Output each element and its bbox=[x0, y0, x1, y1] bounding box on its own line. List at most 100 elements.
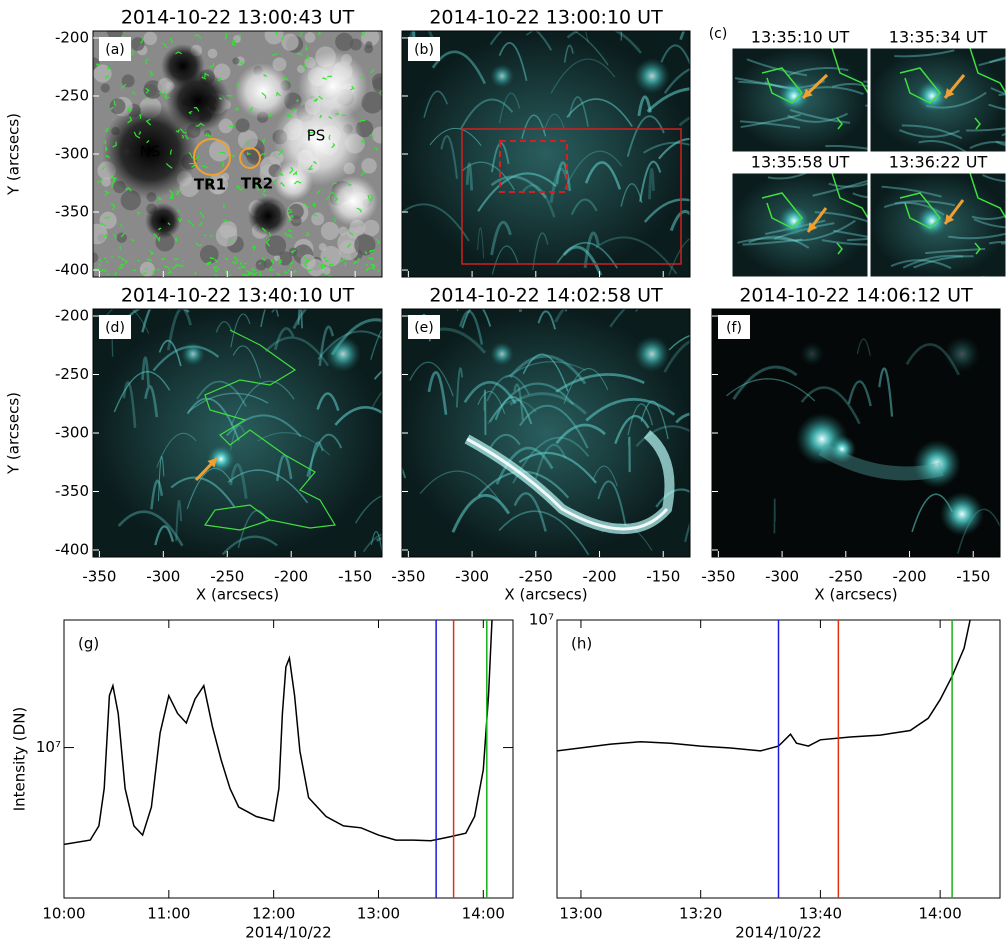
x-tick-label: -350 bbox=[82, 568, 116, 586]
image bbox=[712, 309, 1001, 557]
contour bbox=[329, 264, 334, 265]
loop bbox=[629, 438, 630, 473]
texture bbox=[144, 32, 158, 46]
texture bbox=[321, 246, 342, 267]
panel-title: 2014-10-22 14:02:58 UT bbox=[429, 285, 663, 307]
contour bbox=[104, 258, 106, 259]
y-tick-label: -300 bbox=[55, 145, 89, 163]
contour bbox=[225, 259, 228, 260]
loop bbox=[982, 277, 1008, 294]
x-tick-label: 13:40 bbox=[799, 905, 842, 923]
contour bbox=[378, 270, 379, 272]
panel-label: (e) bbox=[414, 320, 434, 336]
bright-patch bbox=[490, 64, 514, 88]
contour bbox=[146, 269, 147, 270]
x-axis-label: 2014/10/22 bbox=[735, 924, 821, 942]
contour bbox=[318, 263, 319, 264]
contour bbox=[269, 270, 272, 271]
contour bbox=[174, 259, 178, 260]
contour bbox=[157, 269, 158, 271]
annotation: PS bbox=[307, 127, 326, 145]
x-tick-label: -150 bbox=[646, 568, 680, 586]
panel-label: (a) bbox=[105, 42, 125, 58]
texture bbox=[305, 32, 316, 43]
texture bbox=[238, 130, 258, 150]
x-tick-label: -150 bbox=[338, 568, 372, 586]
panel-label: (b) bbox=[414, 42, 434, 58]
bright-patch bbox=[944, 336, 980, 372]
texture bbox=[208, 49, 218, 59]
contour bbox=[162, 259, 165, 260]
x-tick-label: -300 bbox=[455, 568, 489, 586]
contour bbox=[303, 257, 308, 258]
x-tick-label: -300 bbox=[765, 568, 799, 586]
bright-patch bbox=[634, 58, 670, 94]
contour bbox=[366, 264, 367, 265]
panel-title: 2014-10-22 13:00:10 UT bbox=[429, 7, 663, 29]
contour bbox=[357, 261, 359, 262]
contour bbox=[179, 265, 183, 266]
image bbox=[377, 267, 733, 557]
x-tick-label: -350 bbox=[701, 568, 735, 586]
inset-time: 13:36:22 UT bbox=[889, 153, 988, 172]
texture bbox=[338, 226, 347, 235]
x-tick-label: -200 bbox=[582, 568, 616, 586]
contour bbox=[112, 256, 113, 258]
image bbox=[402, 4, 737, 277]
x-tick-label: -250 bbox=[210, 568, 244, 586]
x-tick-label: 14:00 bbox=[919, 905, 962, 923]
contour bbox=[244, 263, 246, 264]
y-tick-label: -350 bbox=[55, 482, 89, 500]
flare-ribbon bbox=[940, 492, 984, 536]
image-panel: (e)2014-10-22 14:02:58 UT-350-300-250-20… bbox=[377, 267, 733, 604]
texture bbox=[361, 158, 376, 173]
chart-label: (h) bbox=[571, 635, 592, 653]
inset-image bbox=[870, 47, 1008, 162]
annotation: TR2 bbox=[241, 175, 273, 193]
contour bbox=[288, 270, 289, 272]
x-axis-label: X (arcsecs) bbox=[504, 586, 587, 604]
bright-patch bbox=[490, 342, 514, 366]
texture bbox=[232, 57, 239, 64]
sunspot bbox=[248, 196, 288, 236]
texture bbox=[311, 212, 324, 225]
x-tick-label: -300 bbox=[146, 568, 180, 586]
inset-image bbox=[870, 173, 1008, 294]
y-tick-label: -350 bbox=[55, 203, 89, 221]
texture bbox=[236, 118, 250, 132]
x-tick-label: 14:00 bbox=[462, 905, 505, 923]
texture bbox=[122, 74, 135, 87]
x-axis-label: X (arcsecs) bbox=[814, 586, 897, 604]
texture bbox=[301, 254, 316, 269]
contour bbox=[125, 260, 126, 261]
contour bbox=[120, 246, 121, 249]
x-tick-label: 13:00 bbox=[559, 905, 602, 923]
image-panel: (a) 2014-10-22 13:00:43 UT -400 -350 -300 -25… bbox=[5, 7, 389, 282]
inset-time: 13:35:58 UT bbox=[751, 153, 850, 172]
plage bbox=[235, 63, 291, 119]
contour bbox=[204, 235, 206, 236]
y-axis-label: Y (arcsecs) bbox=[5, 392, 23, 475]
image-panel: (d)2014-10-22 13:40:10 UT-350-300-250-20… bbox=[5, 275, 462, 604]
contour bbox=[369, 258, 374, 259]
y-tick-label: -400 bbox=[55, 261, 89, 279]
bright-patch bbox=[634, 336, 670, 372]
image bbox=[87, 23, 389, 281]
contour bbox=[343, 259, 345, 260]
panel-title: 2014-10-22 14:06:12 UT bbox=[739, 285, 973, 307]
contour bbox=[195, 272, 196, 275]
contour bbox=[121, 225, 122, 227]
panel-title: 2014-10-22 13:00:43 UT bbox=[121, 7, 355, 29]
texture bbox=[364, 44, 373, 53]
bright-patch bbox=[916, 205, 948, 237]
contour bbox=[210, 258, 215, 259]
panel-label: (d) bbox=[105, 320, 125, 336]
bright-patch bbox=[778, 205, 810, 237]
y-tick-label: -250 bbox=[55, 86, 89, 104]
y-tick-label: 10⁷ bbox=[529, 611, 554, 629]
x-axis-label: X (arcsecs) bbox=[196, 586, 279, 604]
texture bbox=[256, 260, 267, 271]
y-tick-label: -250 bbox=[55, 365, 89, 383]
panel-label: (c) bbox=[709, 26, 728, 42]
loop bbox=[348, 275, 397, 310]
